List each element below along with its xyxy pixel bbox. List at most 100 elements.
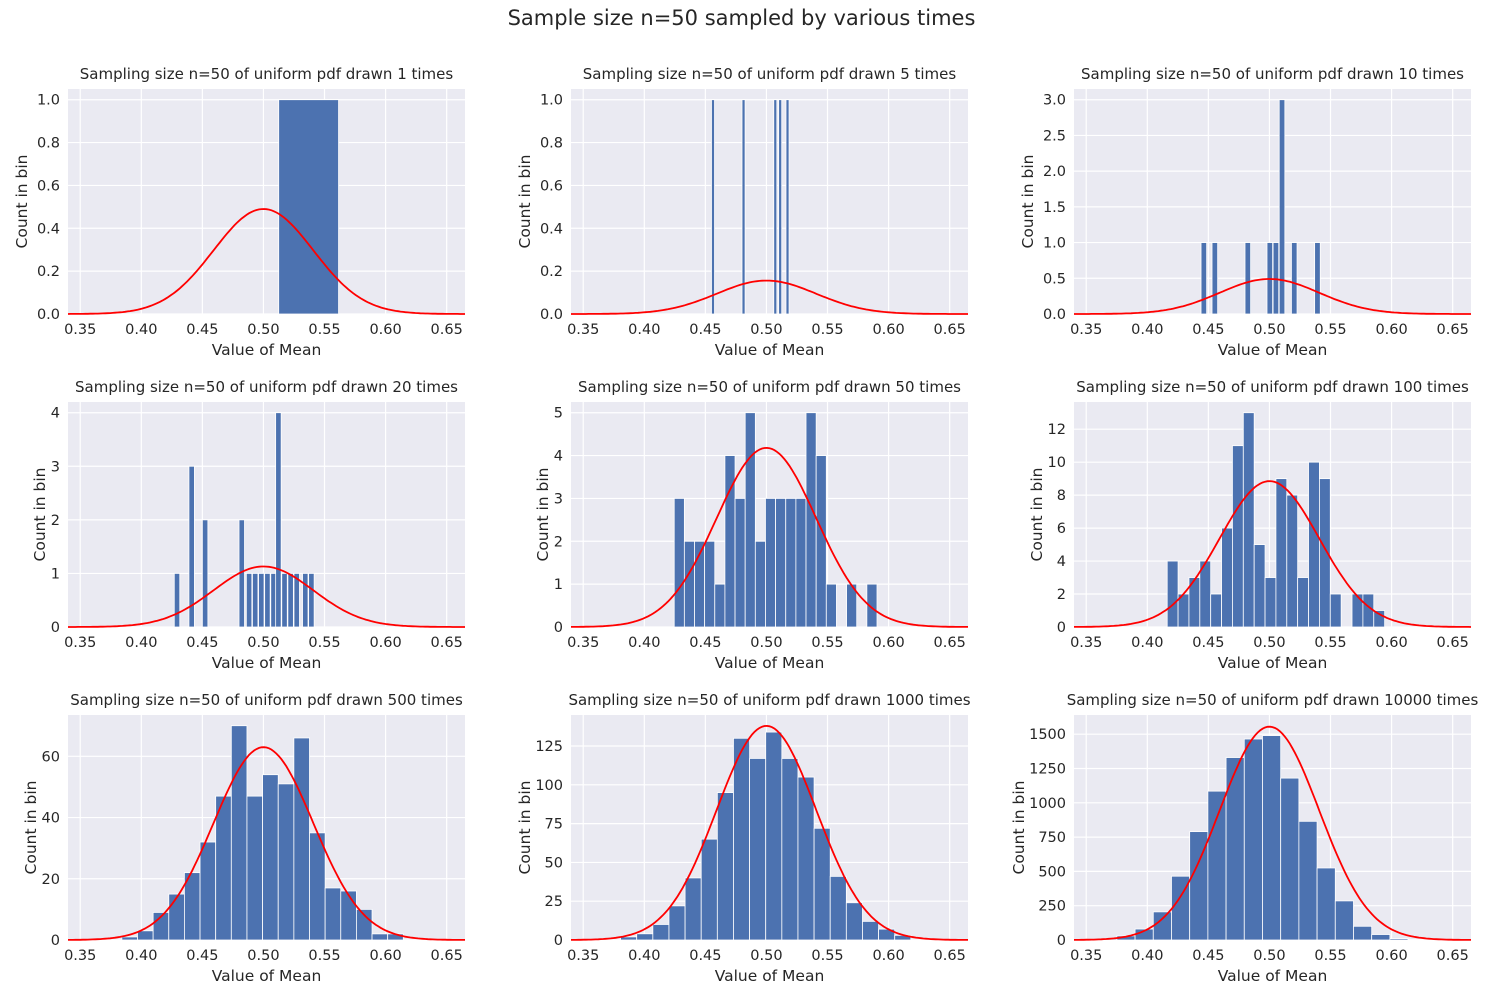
y-tick-label: 3.0 [1043,93,1066,109]
histogram-bar [700,838,718,941]
histogram-bar [293,573,300,628]
x-axis-label: Value of Mean [1218,967,1328,985]
histogram-bar [668,905,686,941]
histogram-bar [1243,738,1263,941]
subplot-7: 0.35 0.40 0.45 0.50 0.55 0.60 0.65 0 20 40 60 Sampl… [22,691,465,985]
x-tick-label: 0.60 [369,635,401,651]
histogram-bar [264,573,271,628]
histogram-bar [1242,412,1255,628]
x-tick-label: 0.50 [750,322,782,338]
y-tick-label: 0 [51,933,60,949]
histogram-bar [754,540,766,628]
x-tick-label: 0.65 [934,635,966,651]
histogram-bar [797,776,815,941]
y-axis-label: Count in bin [534,468,552,562]
subplot-4: 0.35 0.40 0.45 0.50 0.55 0.60 0.65 0 1 2 3 4 Samplin… [31,378,465,672]
normal-curve [1074,725,1471,941]
y-tick-label: 1500 [1029,727,1066,743]
x-tick-label: 0.45 [689,635,721,651]
x-tick-label: 0.35 [567,322,599,338]
histogram-bar [1314,242,1321,315]
x-tick-label: 0.35 [567,948,599,964]
histogram-bar [862,920,879,941]
y-tick-label: 0 [1057,620,1066,636]
y-axis-label: Count in bin [31,468,49,562]
y-tick-label: 250 [1038,899,1066,915]
y-tick-label: 2 [51,513,60,529]
histogram-bar [1253,544,1266,628]
x-tick-label: 0.45 [689,322,721,338]
x-tick-label: 0.45 [186,635,218,651]
histogram-bar [340,890,357,941]
x-tick-label: 0.40 [628,635,660,651]
x-tick-label: 0.50 [750,948,782,964]
x-axis-label: Value of Mean [715,654,825,672]
y-tick-label: 0 [1057,933,1066,949]
histogram-bar [1316,867,1336,941]
y-tick-label: 0.8 [540,136,563,152]
x-tick-label: 0.50 [1253,635,1285,651]
histogram-bar [1351,593,1364,628]
y-axis-label: Count in bin [1010,781,1028,875]
x-tick-label: 0.40 [628,322,660,338]
histogram-bar [371,933,389,941]
subplot-9: 0.35 0.40 0.45 0.50 0.55 0.60 0.65 0 250 500 750 10… [1010,691,1478,985]
histogram-bar [1286,494,1299,628]
histogram-bar [1297,577,1309,628]
histogram-bar [168,893,185,941]
y-tick-label: 1.0 [1043,236,1066,252]
plot-area [68,89,465,314]
y-tick-label: 0.0 [37,307,60,323]
subplot-title: Sampling size n=50 of uniform pdf drawn … [1081,65,1464,83]
normal-curve [1074,278,1471,315]
histogram-bar [765,498,777,628]
subplot-title: Sampling size n=50 of uniform pdf drawn … [70,691,463,709]
x-tick-label: 0.55 [1314,635,1346,651]
x-tick-label: 0.50 [247,635,279,651]
normal-curve [571,446,968,628]
y-tick-label: 1.5 [1043,200,1066,216]
histogram-bar [1264,577,1277,628]
x-tick-label: 0.50 [247,322,279,338]
x-tick-label: 0.65 [934,948,966,964]
y-tick-label: 12 [1048,422,1066,438]
x-tick-label: 0.35 [1070,322,1102,338]
y-tick-label: 1 [554,577,563,593]
histogram-bar [785,498,797,628]
histogram-bar [636,933,654,941]
histogram-bar [1200,242,1208,315]
x-tick-label: 0.45 [186,322,218,338]
x-tick-label: 0.55 [811,635,843,651]
histogram-bar [1278,99,1286,315]
histogram-bar [741,99,746,315]
histogram-bar [813,827,831,941]
histogram-bar [302,573,309,628]
histogram-bar [805,412,817,628]
histogram-bar [1389,938,1409,941]
histogram-bar [1232,445,1244,628]
y-axis-label: Count in bin [516,781,534,875]
subplot-2: 0.35 0.40 0.45 0.50 0.55 0.60 0.65 0.0 0.2 0.4 0.6… [516,65,968,359]
y-tick-label: 4 [51,406,60,422]
subplot-5: 0.35 0.40 0.45 0.50 0.55 0.60 0.65 0 1 2 3 4 5 Sampli… [534,378,968,672]
x-tick-label: 0.60 [872,948,904,964]
histogram-bar [281,573,288,628]
y-tick-label: 50 [545,855,563,871]
histogram-bar [324,887,342,941]
histogram-bar [215,795,232,941]
histogram-bar [245,573,253,628]
subplot-title: Sampling size n=50 of uniform pdf drawn … [1076,378,1469,396]
x-tick-label: 0.40 [628,948,660,964]
histogram-bar [1210,593,1222,628]
histogram-bar [704,540,716,628]
x-tick-label: 0.60 [1375,948,1407,964]
x-axis-label: Value of Mean [212,654,322,672]
histogram-bar [1211,242,1219,315]
histogram-bar [293,737,310,941]
subplot-title: Sampling size n=50 of uniform pdf drawn … [583,65,957,83]
y-tick-label: 2 [554,534,563,550]
y-tick-label: 40 [42,811,60,827]
y-tick-label: 3 [51,459,60,475]
x-tick-label: 0.65 [1437,948,1469,964]
